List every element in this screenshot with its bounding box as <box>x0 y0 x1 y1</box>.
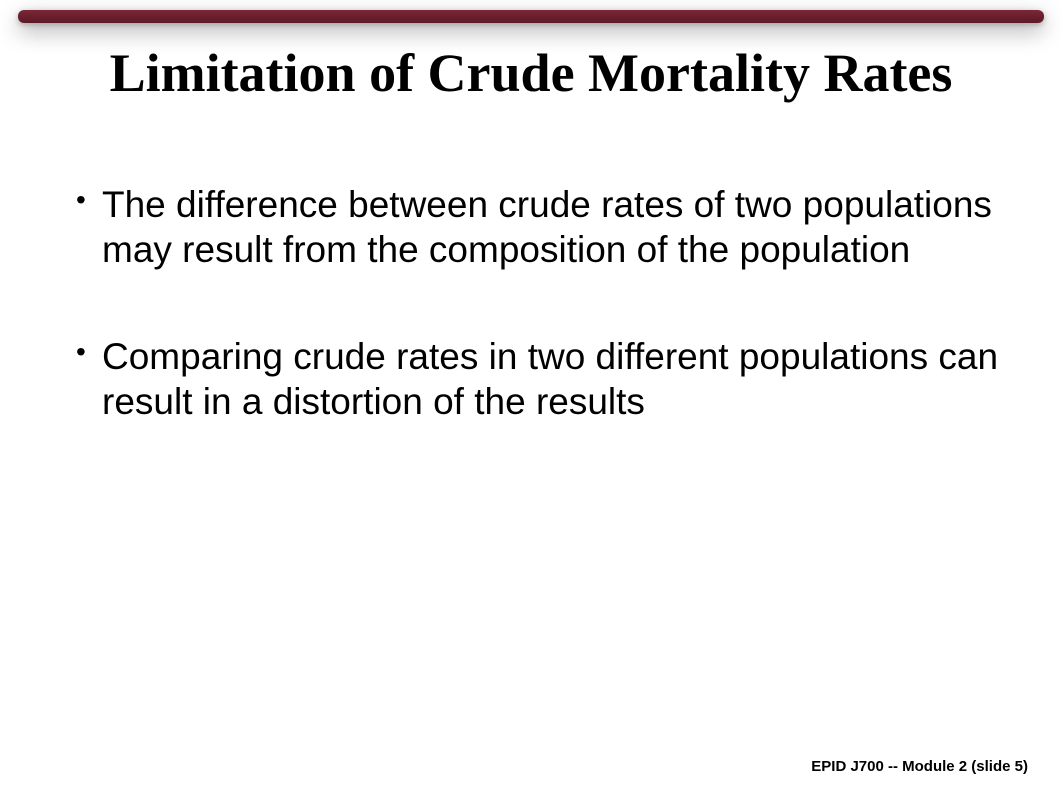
slide-title: Limitation of Crude Mortality Rates <box>0 44 1062 102</box>
bullet-item: The difference between crude rates of tw… <box>70 182 1002 272</box>
slide-content: The difference between crude rates of tw… <box>70 182 1002 425</box>
slide-footer: EPID J700 -- Module 2 (slide 5) <box>811 758 1028 775</box>
bullet-item: Comparing crude rates in two different p… <box>70 334 1002 424</box>
bullet-spacer <box>70 272 1002 334</box>
top-accent-bar <box>18 10 1044 23</box>
